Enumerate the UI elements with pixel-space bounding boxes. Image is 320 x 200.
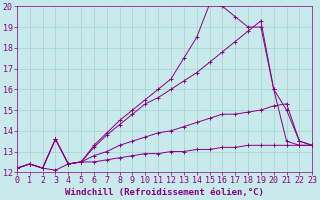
X-axis label: Windchill (Refroidissement éolien,°C): Windchill (Refroidissement éolien,°C) — [65, 188, 264, 197]
